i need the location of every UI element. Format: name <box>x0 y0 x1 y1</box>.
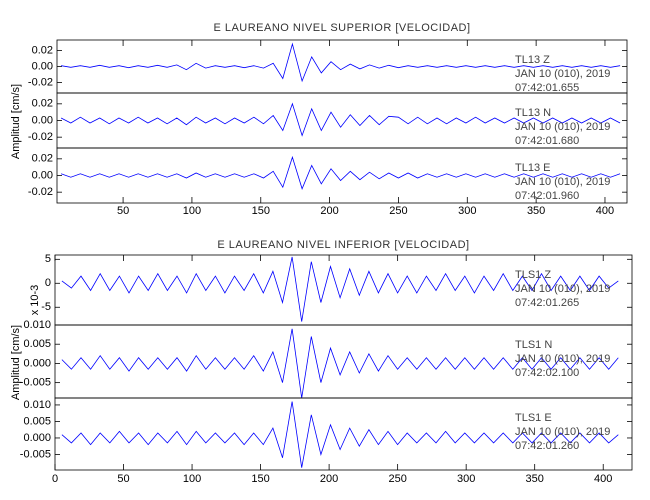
x-tick-label: 300 <box>457 473 475 485</box>
chart-title: E LAUREANO NIVEL SUPERIOR [VELOCIDAD] <box>213 22 470 34</box>
date-label: JAN 10 (010), 2019 <box>515 176 610 188</box>
y-tick-label: 0.02 <box>32 98 53 110</box>
y-scale-label: x 10-3 <box>29 285 41 316</box>
chart-title: E LAUREANO NIVEL INFERIOR [VELOCIDAD] <box>217 239 469 251</box>
y-tick-label: 0.005 <box>23 415 51 427</box>
x-tick-label: 200 <box>320 473 338 485</box>
y-tick-label: 0.02 <box>32 153 53 165</box>
station-label: TL13 N <box>515 107 551 119</box>
x-tick-label: 150 <box>251 473 269 485</box>
y-tick-label: 0.00 <box>32 114 53 126</box>
y-tick-label: -5 <box>41 301 51 313</box>
y-tick-label: -0.005 <box>20 448 51 460</box>
time-label: 07:42:01.260 <box>515 440 579 452</box>
waveform <box>60 102 621 137</box>
y-tick-label: 0.010 <box>23 319 51 331</box>
waveform <box>61 256 619 322</box>
y-tick-label: 0 <box>45 277 51 289</box>
y-tick-label: 0.02 <box>32 44 53 56</box>
x-tick-label: 350 <box>527 205 545 217</box>
x-tick-label: 100 <box>183 205 201 217</box>
x-tick-label: 100 <box>183 473 201 485</box>
x-tick-label: 150 <box>252 205 270 217</box>
y-tick-label: 0.005 <box>23 338 51 350</box>
y-tick-label: -0.02 <box>28 76 53 88</box>
panel-frame <box>54 397 633 471</box>
date-label: JAN 10 (010), 2019 <box>515 353 610 365</box>
date-label: JAN 10 (010), 2019 <box>515 283 610 295</box>
y-tick-label: 0.000 <box>23 357 51 369</box>
station-label: TLS1 Z <box>515 269 551 281</box>
station-label: TLS1 N <box>515 339 552 351</box>
x-tick-label: 50 <box>117 205 129 217</box>
time-label: 07:42:01.960 <box>515 190 579 202</box>
date-label: JAN 10 (010), 2019 <box>515 121 610 133</box>
station-label: TL13 E <box>515 162 550 174</box>
x-tick-label: 400 <box>596 205 614 217</box>
time-label: 07:42:01.655 <box>515 82 579 94</box>
time-label: 07:42:01.680 <box>515 135 579 147</box>
y-tick-label: -0.02 <box>28 186 53 198</box>
x-tick-label: 400 <box>594 473 612 485</box>
y-axis-label: Amplitud [cm/s] <box>10 84 22 159</box>
y-axis-label: Amplitud [cm/s] <box>10 325 22 400</box>
y-tick-label: -0.02 <box>28 131 53 143</box>
date-label: JAN 10 (010), 2019 <box>515 426 610 438</box>
x-tick-label: 300 <box>458 205 476 217</box>
y-tick-label: 0.000 <box>23 432 51 444</box>
waveform <box>61 328 619 399</box>
station-label: TLS1 E <box>515 412 552 424</box>
time-label: 07:42:01.265 <box>515 297 579 309</box>
x-tick-label: 250 <box>388 473 406 485</box>
station-label: TL13 Z <box>515 54 550 66</box>
waveform <box>60 155 621 190</box>
x-tick-label: 350 <box>526 473 544 485</box>
x-tick-label: 250 <box>389 205 407 217</box>
date-label: JAN 10 (010), 2019 <box>515 68 610 80</box>
x-tick-label: 200 <box>320 205 338 217</box>
y-tick-label: 0.00 <box>32 60 53 72</box>
time-label: 07:42:02.100 <box>515 367 579 379</box>
waveform <box>61 42 621 83</box>
x-tick-label: 50 <box>117 473 129 485</box>
x-tick-label: 0 <box>52 473 58 485</box>
y-tick-label: 5 <box>45 253 51 265</box>
y-tick-label: 0.00 <box>32 169 53 181</box>
waveform <box>61 401 619 468</box>
y-tick-label: -0.005 <box>20 377 51 389</box>
y-tick-label: 0.010 <box>23 399 51 411</box>
